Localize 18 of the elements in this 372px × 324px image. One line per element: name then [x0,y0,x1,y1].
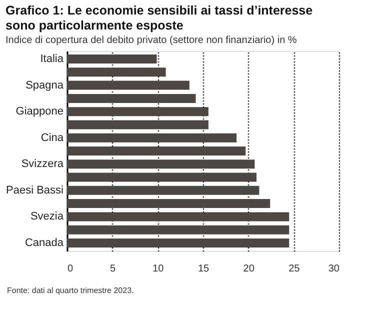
y-tick-label: Svezia [30,210,64,223]
y-tick-label: Giappone [16,106,64,118]
x-tick-label: 10 [152,264,164,274]
y-tick-label: Canada [24,236,64,249]
x-tick-label: 5 [110,264,116,274]
y-tick-label: Italia [40,53,64,66]
y-tick-label: Svizzera [21,158,64,170]
x-tick-label: 15 [198,264,210,274]
x-tick-label: 20 [243,264,255,274]
y-tick-label: Cina [40,132,64,144]
source-note: Fonte: dati al quarto trimestre 2023. [7,286,134,295]
chart-title: Grafico 1: Le economie sensibili ai tassi d’interesse sono particolarmente esposte [6,4,313,32]
y-tick-label: Spagna [26,79,64,92]
x-tick-label: 30 [328,264,340,274]
y-tick-label: Paesi Bassi [6,184,64,196]
x-tick-label: 25 [288,264,300,274]
x-tick-label: 0 [68,264,74,274]
chart-subtitle: Indice di copertura del debito privato (settore non finanziario) in % [6,35,297,46]
